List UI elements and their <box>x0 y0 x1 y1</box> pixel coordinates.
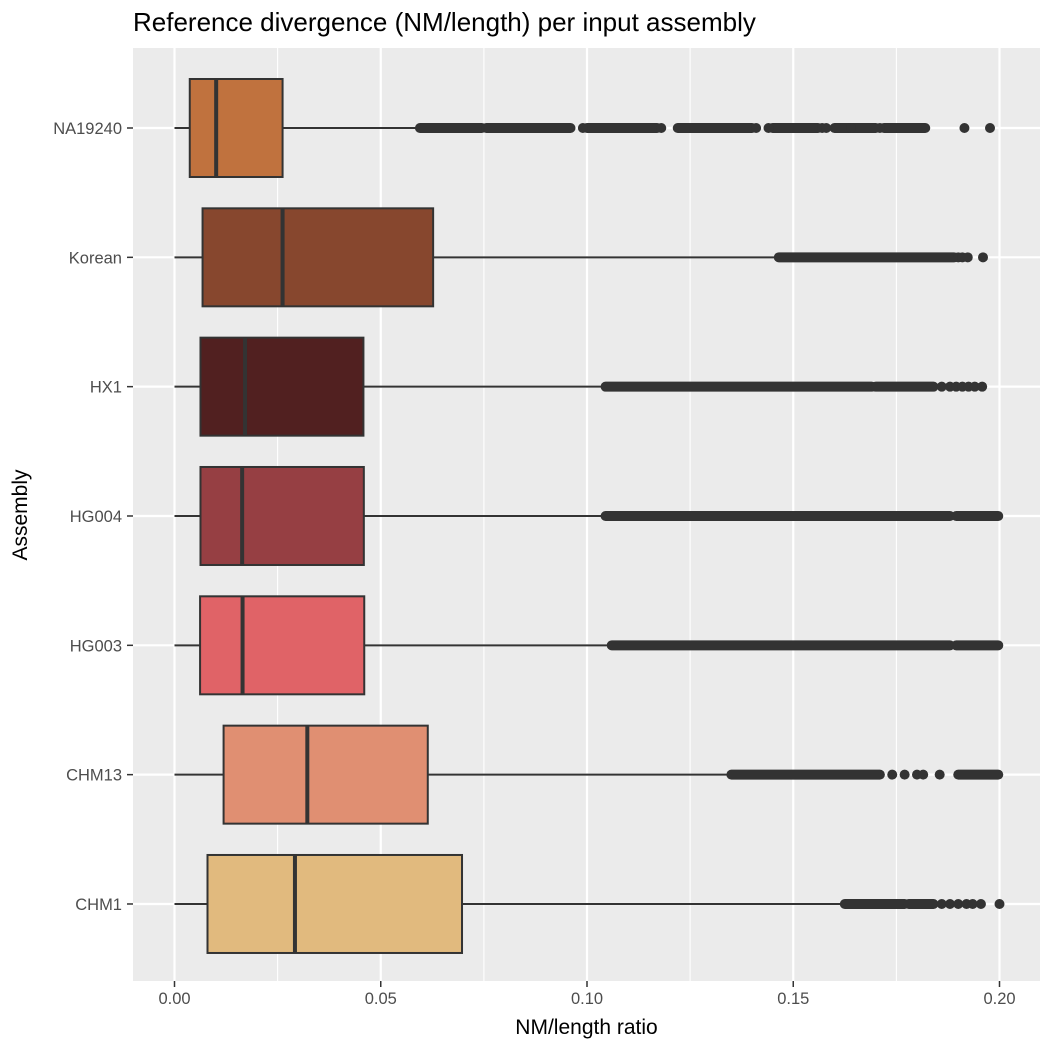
outlier-point <box>936 898 947 909</box>
outlier-point <box>934 769 945 780</box>
outlier-point <box>994 898 1005 909</box>
outlier-band <box>672 123 757 133</box>
outlier-band <box>951 510 1004 521</box>
outlier-band <box>870 381 939 392</box>
outlier-point <box>977 381 988 392</box>
outlier-band <box>879 123 931 133</box>
outlier-point <box>821 123 832 133</box>
outlier-band <box>414 123 487 133</box>
outlier-point <box>969 381 980 392</box>
x-tick-label: 0.00 <box>158 990 190 1008</box>
boxplot-hx1 <box>174 336 988 437</box>
outlier-point <box>763 123 774 133</box>
box-iqr <box>199 595 366 696</box>
outlier-band <box>953 769 1004 780</box>
outlier-band <box>600 381 877 392</box>
box-iqr <box>188 78 284 178</box>
outlier-point <box>962 252 973 263</box>
x-tick-label: 0.20 <box>983 990 1015 1008</box>
chart-title: Reference divergence (NM/length) per inp… <box>133 7 756 37</box>
outlier-band <box>767 123 823 133</box>
outlier-point <box>899 769 910 780</box>
outlier-point <box>953 898 964 909</box>
boxplots <box>174 78 1005 954</box>
boxplot-na19240 <box>174 78 996 178</box>
y-tick-label: NA19240 <box>53 120 122 138</box>
boxplot-hg003 <box>174 595 1004 696</box>
outlier-point <box>918 769 929 780</box>
outlier-band <box>951 640 1004 651</box>
outlier-band <box>903 898 939 909</box>
outlier-point <box>985 123 996 133</box>
boxplot-chm13 <box>174 724 1004 825</box>
x-tick-label: 0.05 <box>365 990 397 1008</box>
outlier-band <box>582 123 663 133</box>
y-tick-label: CHM13 <box>66 767 122 785</box>
outlier-point <box>936 381 947 392</box>
y-axis: NA19240 Korean HX1 HG004 HG003 CHM13 CHM1 <box>53 120 133 914</box>
outlier-point <box>656 123 667 133</box>
outlier-band <box>726 769 885 780</box>
outlier-band <box>600 510 955 521</box>
boxplot-chm1 <box>174 853 1005 954</box>
boxplot-korean <box>174 207 988 308</box>
box-iqr <box>199 336 365 437</box>
y-axis-title: Assembly <box>9 469 32 561</box>
boxplot-hg004 <box>174 465 1004 566</box>
outlier-point <box>887 769 898 780</box>
box-iqr <box>222 724 429 825</box>
outlier-point <box>945 898 955 909</box>
x-tick-label: 0.15 <box>777 990 809 1008</box>
outlier-band <box>773 252 960 263</box>
outlier-point <box>967 898 978 909</box>
y-tick-label: HG004 <box>70 508 122 526</box>
y-tick-label: CHM1 <box>75 896 122 914</box>
outlier-point <box>846 123 856 133</box>
outlier-band <box>606 640 955 651</box>
y-tick-label: Korean <box>69 249 122 267</box>
box-iqr <box>206 853 464 954</box>
x-tick-label: 0.10 <box>571 990 603 1008</box>
outlier-point <box>751 123 762 133</box>
outlier-band <box>839 898 910 909</box>
x-axis-title: NM/length ratio <box>515 1016 657 1039</box>
outlier-point <box>975 898 986 909</box>
outlier-point <box>577 123 588 133</box>
outlier-point <box>959 123 970 133</box>
box-iqr <box>199 465 365 566</box>
box-iqr <box>201 207 435 308</box>
x-axis: 0.00 0.05 0.10 0.15 0.20 <box>158 981 1016 1008</box>
y-tick-label: HG003 <box>70 637 122 655</box>
outlier-point <box>874 123 885 133</box>
outlier-point <box>978 252 988 263</box>
outlier-band <box>481 123 576 133</box>
y-tick-label: HX1 <box>90 379 122 397</box>
